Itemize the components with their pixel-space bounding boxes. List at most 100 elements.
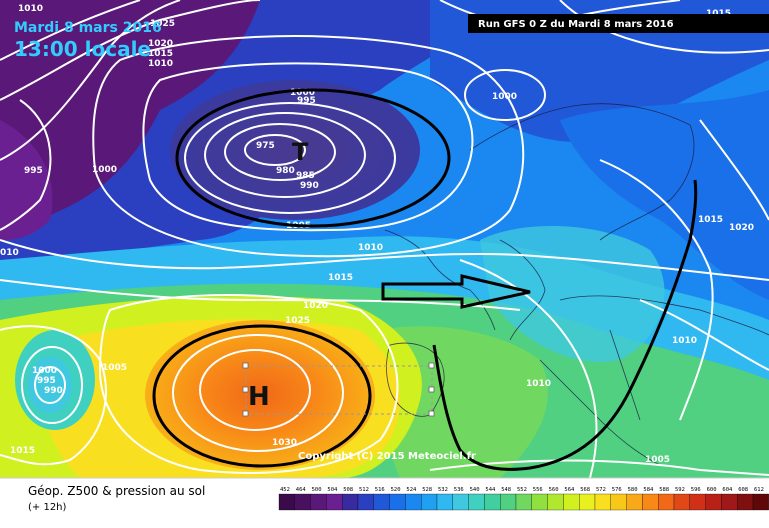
isobar-label: 010 bbox=[0, 248, 19, 258]
isobar-label: 1015 bbox=[10, 446, 35, 456]
scale-swatch bbox=[484, 493, 501, 511]
scale-swatch bbox=[563, 493, 580, 511]
scale-swatch bbox=[310, 493, 327, 511]
high-pressure-core bbox=[145, 320, 375, 470]
scale-swatch bbox=[642, 493, 659, 511]
isobar-label: 1010 bbox=[148, 59, 173, 69]
legend-bar: Géop. Z500 & pression au sol (+ 12h) 452… bbox=[0, 477, 769, 528]
scale-label: 588 bbox=[659, 487, 669, 493]
scale-swatch bbox=[389, 493, 406, 511]
scale-swatch bbox=[436, 493, 453, 511]
scale-label: 508 bbox=[343, 487, 353, 493]
scale-swatch bbox=[658, 493, 675, 511]
isobar-label: 980 bbox=[276, 166, 295, 176]
isobar-label: 1030 bbox=[272, 438, 297, 448]
scale-label: 452 bbox=[280, 487, 290, 493]
isobar-label: 995 bbox=[37, 376, 56, 386]
scale-label: 612 bbox=[754, 487, 764, 493]
scale-swatch bbox=[294, 493, 311, 511]
scale-label: 608 bbox=[738, 487, 748, 493]
isobar-label: 1015 bbox=[148, 49, 173, 59]
scale-label: 500 bbox=[312, 487, 322, 493]
scale-label: 580 bbox=[628, 487, 638, 493]
legend-title: Géop. Z500 & pression au sol bbox=[28, 484, 205, 498]
map-time: 13:00 locale bbox=[14, 37, 151, 61]
run-info: Run GFS 0 Z du Mardi 8 mars 2016 bbox=[478, 19, 674, 30]
scale-swatch bbox=[278, 493, 295, 511]
scale-swatch bbox=[610, 493, 627, 511]
scale-label: 576 bbox=[612, 487, 622, 493]
scale-swatch bbox=[594, 493, 611, 511]
scale-label: 524 bbox=[406, 487, 417, 493]
scale-label: 600 bbox=[707, 487, 717, 493]
isobar-label: 1000 bbox=[290, 88, 315, 98]
isobar-label: 990 bbox=[44, 386, 63, 396]
scale-label: 592 bbox=[675, 487, 685, 493]
isobar-label: 995 bbox=[297, 96, 316, 106]
isobar-label: 1015 bbox=[698, 215, 723, 225]
scale-swatch bbox=[468, 493, 485, 511]
scale-label: 512 bbox=[359, 487, 369, 493]
isobar-label: 1010 bbox=[358, 243, 383, 253]
scale-swatch bbox=[500, 493, 517, 511]
scale-swatch bbox=[579, 493, 596, 511]
scale-swatch bbox=[515, 493, 532, 511]
scale-swatch bbox=[342, 493, 359, 511]
scale-label: 544 bbox=[485, 487, 496, 493]
high-circle-annotation bbox=[152, 324, 372, 468]
isobar-label: 1020 bbox=[148, 39, 173, 49]
scale-label: 540 bbox=[470, 487, 480, 493]
scale-label: 532 bbox=[438, 487, 448, 493]
scale-swatch bbox=[737, 493, 754, 511]
scale-label: 552 bbox=[517, 487, 527, 493]
scale-swatch bbox=[326, 493, 343, 511]
scale-label: 504 bbox=[327, 487, 338, 493]
direction-arrow bbox=[381, 274, 531, 309]
isobar-label: 1010 bbox=[18, 4, 43, 14]
isobar-label: 1010 bbox=[526, 379, 551, 389]
scale-label: 596 bbox=[691, 487, 701, 493]
isobar-label: 1015 bbox=[328, 273, 353, 283]
scale-swatch bbox=[452, 493, 469, 511]
copyright: Copyright (C) 2015 Meteociel.fr bbox=[298, 451, 476, 462]
scale-label: 568 bbox=[580, 487, 590, 493]
scale-label: 528 bbox=[422, 487, 432, 493]
isobar-label: 1000 bbox=[492, 92, 517, 102]
scale-label: 564 bbox=[564, 487, 575, 493]
scale-swatch bbox=[689, 493, 706, 511]
scale-swatch bbox=[626, 493, 643, 511]
scale-swatch bbox=[752, 493, 769, 511]
low-pressure-marker: T bbox=[292, 138, 309, 166]
scale-label: 572 bbox=[596, 487, 606, 493]
isobar-label: 1000 bbox=[92, 165, 117, 175]
legend-subtitle: (+ 12h) bbox=[28, 502, 67, 513]
annotations bbox=[152, 88, 698, 471]
run-info-bar: Run GFS 0 Z du Mardi 8 mars 2016 bbox=[468, 14, 769, 33]
scale-swatch bbox=[373, 493, 390, 511]
scale-label: 464 bbox=[296, 487, 307, 493]
scale-swatch bbox=[721, 493, 738, 511]
scale-swatch bbox=[357, 493, 374, 511]
isobar-label: 990 bbox=[300, 181, 319, 191]
isobar-label: 1025 bbox=[285, 316, 310, 326]
high-pressure-marker: H bbox=[248, 382, 270, 412]
scale-swatch bbox=[405, 493, 422, 511]
isobar-label: 1000 bbox=[32, 366, 57, 376]
color-scale: 452 464 500 504 508 512 516 520 524 528 532 536 540 5… bbox=[278, 487, 769, 511]
scale-label: 548 bbox=[501, 487, 511, 493]
scale-swatch bbox=[673, 493, 690, 511]
isobar-label: 975 bbox=[256, 141, 275, 151]
isobar-label: 995 bbox=[24, 166, 43, 176]
scale-swatch bbox=[705, 493, 722, 511]
scale-label: 516 bbox=[375, 487, 385, 493]
trough-line-annotation bbox=[432, 179, 698, 471]
isobar-label: 1025 bbox=[150, 19, 175, 29]
low-circle-annotation bbox=[175, 88, 451, 228]
isobar-label: 1005 bbox=[102, 363, 127, 373]
scale-label: 560 bbox=[549, 487, 559, 493]
scale-swatch bbox=[421, 493, 438, 511]
isobar-label: 1010 bbox=[672, 336, 697, 346]
isobar-label: 1020 bbox=[303, 301, 328, 311]
